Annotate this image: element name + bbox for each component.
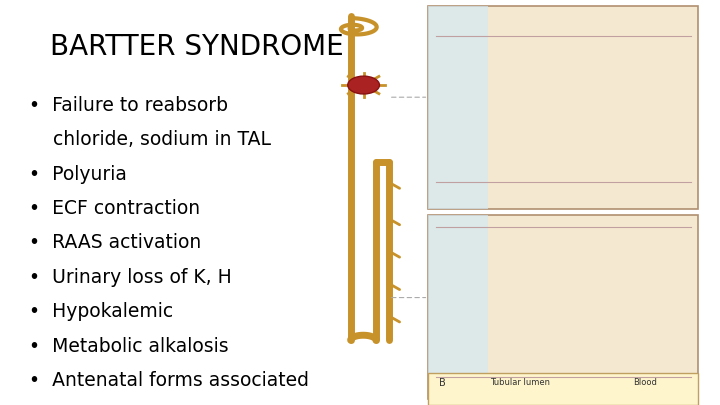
FancyBboxPatch shape xyxy=(428,6,698,209)
Text: •  Failure to reabsorb: • Failure to reabsorb xyxy=(29,96,228,115)
Text: •  Hypokalemic: • Hypokalemic xyxy=(29,303,173,321)
FancyBboxPatch shape xyxy=(428,215,698,399)
Text: •  Antenatal forms associated: • Antenatal forms associated xyxy=(29,371,309,390)
Text: B: B xyxy=(439,378,446,388)
FancyBboxPatch shape xyxy=(428,373,698,405)
Text: Blood: Blood xyxy=(634,378,657,387)
FancyBboxPatch shape xyxy=(428,215,488,399)
Text: •  Metabolic alkalosis: • Metabolic alkalosis xyxy=(29,337,228,356)
Text: •  Urinary loss of K, H: • Urinary loss of K, H xyxy=(29,268,232,287)
FancyBboxPatch shape xyxy=(428,6,488,209)
Text: •  ECF contraction: • ECF contraction xyxy=(29,199,200,218)
Text: •  RAAS activation: • RAAS activation xyxy=(29,234,201,252)
Text: Tubular lumen: Tubular lumen xyxy=(490,378,549,387)
Text: •  Polyuria: • Polyuria xyxy=(29,165,127,183)
Text: BARTTER SYNDROME: BARTTER SYNDROME xyxy=(50,32,344,61)
Circle shape xyxy=(348,76,379,94)
Text: chloride, sodium in TAL: chloride, sodium in TAL xyxy=(29,130,271,149)
